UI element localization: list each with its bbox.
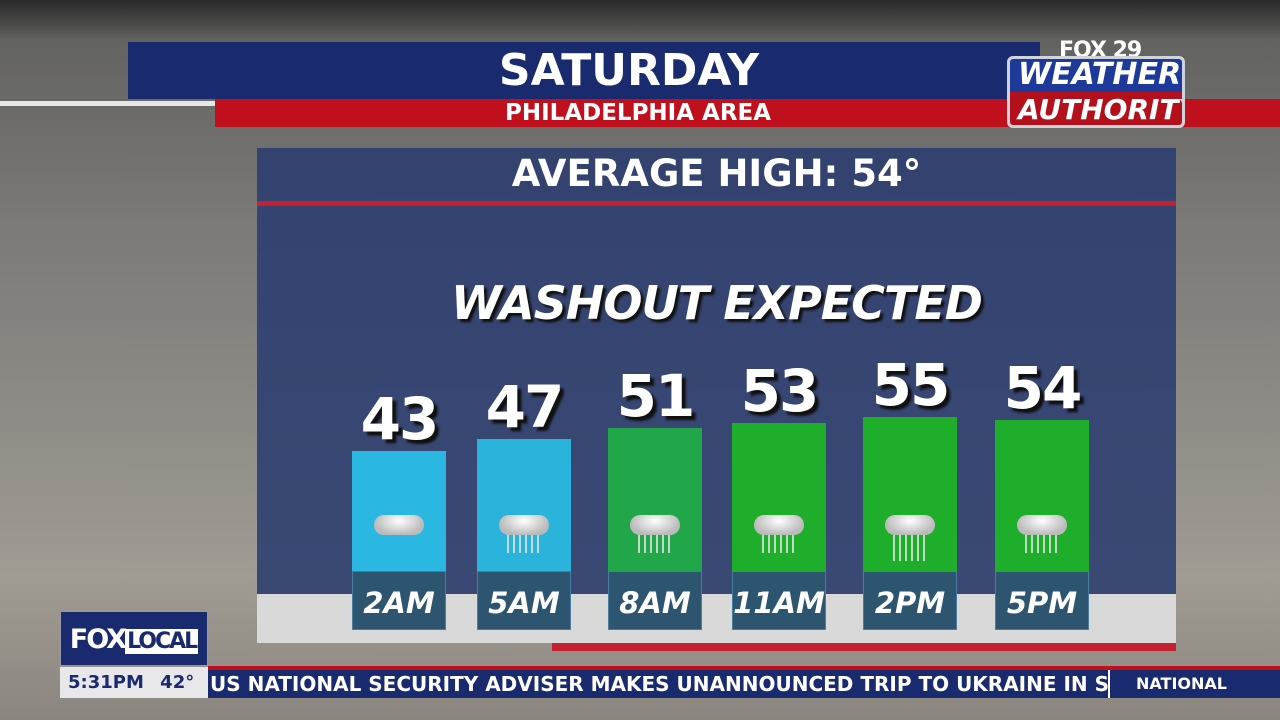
divider: [552, 643, 1176, 651]
value-label: 55: [871, 351, 951, 419]
current-temp: 42°: [160, 672, 195, 693]
cloud-rain-icon: [754, 514, 804, 535]
bar-5AM: [477, 439, 571, 571]
background-shadow: [0, 0, 1280, 40]
page-title: SATURDAY: [128, 42, 1040, 99]
weather-authority-logo: FOX 29 WEATHER AUTHORITY: [1007, 38, 1185, 130]
bar-2AM: [352, 450, 446, 571]
cloud-rain-icon: [1017, 514, 1067, 535]
fox-local-logo: FOXLOCAL: [60, 611, 208, 666]
bar-2PM: [863, 417, 957, 571]
logo-weather: WEATHER: [1018, 57, 1182, 92]
time-label: 2PM: [863, 571, 957, 630]
divider: [208, 666, 1280, 670]
time-label: 5PM: [995, 571, 1089, 630]
time-label: 2AM: [352, 571, 446, 630]
logo-box: WEATHER AUTHORITY: [1007, 56, 1185, 128]
rain-icon: [1025, 534, 1059, 553]
logo-local: LOCAL: [125, 629, 198, 654]
clock: 5:31PM: [68, 672, 144, 693]
rain-icon: [762, 534, 796, 553]
time-label: 11AM: [732, 571, 826, 630]
value-label: 54: [1003, 353, 1083, 422]
value-label: 53: [740, 356, 820, 425]
divider: [257, 201, 1176, 206]
rain-icon: [507, 534, 541, 553]
time-temp-box: 5:31PM 42°: [60, 667, 208, 698]
value-label: 51: [616, 362, 696, 431]
news-ticker: US NATIONAL SECURITY ADVISER MAKES UNANN…: [208, 670, 1108, 698]
bar-11AM: [732, 422, 826, 571]
time-label: 8AM: [608, 571, 702, 630]
time-label: 5AM: [477, 571, 571, 630]
cloud-rain-icon: [499, 514, 549, 535]
rain-icon: [638, 534, 672, 553]
headline: WASHOUT EXPECTED: [451, 276, 983, 330]
bar-8AM: [608, 428, 702, 571]
rain-icon: [893, 535, 927, 561]
cloud-rain-icon: [630, 514, 680, 535]
value-label: 43: [360, 384, 440, 453]
bar-5PM: [995, 419, 1089, 571]
ticker-category: NATIONAL: [1108, 670, 1280, 698]
cloud-icon: [374, 514, 424, 535]
average-high: AVERAGE HIGH: 54°: [511, 152, 922, 195]
logo-fox: FOX: [69, 624, 127, 655]
value-label: 47: [485, 373, 565, 442]
cloud-heavy-rain-icon: [885, 515, 935, 535]
logo-authority: AUTHORITY: [1018, 93, 1185, 126]
divider: [0, 101, 215, 106]
